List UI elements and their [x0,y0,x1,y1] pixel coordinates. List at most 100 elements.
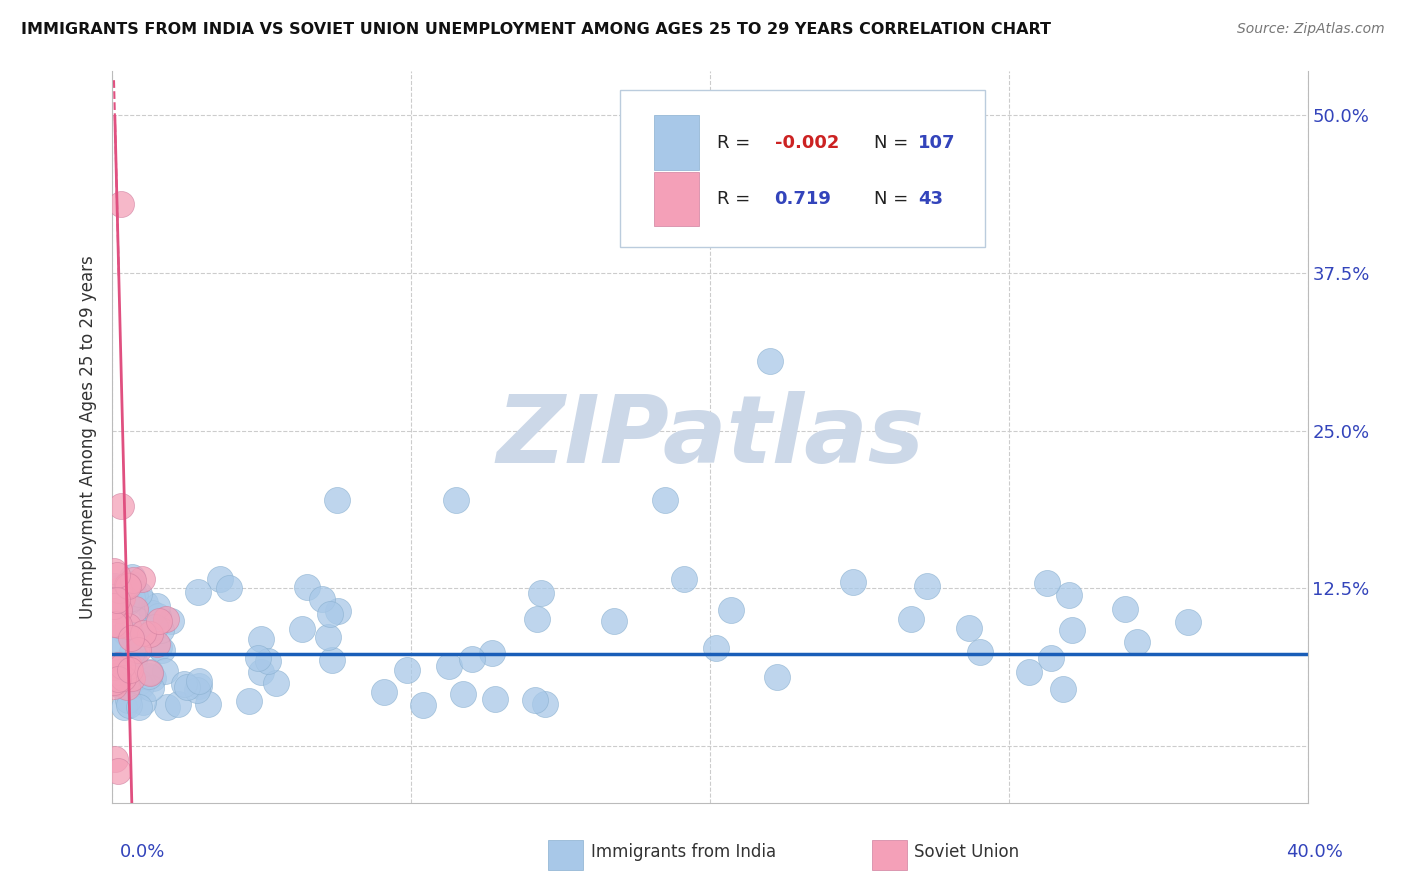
Point [295,580,318,594]
FancyBboxPatch shape [620,90,986,247]
Point [103,669,125,683]
Point [1177,615,1199,629]
Point [1125,634,1147,648]
Text: 0.719: 0.719 [775,190,831,208]
Point [654,493,676,508]
Point [141,606,163,620]
Point [108,603,131,617]
Point [127,642,149,657]
Point [138,669,160,683]
Point [121,671,143,685]
Y-axis label: Unemployment Among Ages 25 to 29 years: Unemployment Among Ages 25 to 29 years [79,255,97,619]
Point [325,493,347,508]
Point [114,625,136,640]
Point [451,687,474,701]
Point [125,628,148,642]
Point [720,602,742,616]
Point [311,591,333,606]
Point [125,613,148,627]
Point [104,578,127,592]
Point [105,567,128,582]
Point [118,683,141,698]
Point [704,641,727,656]
Point [110,196,132,211]
Point [148,640,170,654]
Point [103,675,125,690]
FancyBboxPatch shape [654,115,699,170]
Text: Immigrants from India: Immigrants from India [591,843,776,861]
Text: 40.0%: 40.0% [1286,843,1343,861]
Point [461,652,484,666]
Point [117,693,139,707]
Point [142,671,165,685]
Point [132,695,155,709]
Point [107,581,129,595]
Text: IMMIGRANTS FROM INDIA VS SOVIET UNION UNEMPLOYMENT AMONG AGES 25 TO 29 YEARS COR: IMMIGRANTS FROM INDIA VS SOVIET UNION UN… [21,22,1052,37]
Point [1052,681,1074,696]
Point [412,698,434,712]
Point [103,565,125,579]
Point [146,609,169,624]
Point [108,582,131,597]
Text: N =: N = [873,190,914,208]
Point [124,589,146,603]
Point [481,646,503,660]
Point [603,615,626,629]
Point [246,651,269,665]
Point [188,673,211,688]
Text: ZIPatlas: ZIPatlas [496,391,924,483]
Point [1040,650,1063,665]
Point [103,680,125,694]
Point [139,666,162,681]
Point [1114,601,1136,615]
Point [1036,575,1059,590]
Point [523,693,546,707]
Point [117,619,139,633]
Point [250,665,273,679]
Point [900,612,922,626]
Point [128,586,150,600]
Point [112,700,135,714]
Point [534,697,557,711]
Point [118,594,141,608]
Point [917,579,939,593]
Point [110,500,132,514]
Point [156,700,179,714]
Point [129,679,152,693]
Point [128,675,150,690]
Point [110,591,132,606]
Point [122,588,145,602]
Point [437,659,460,673]
Point [139,665,162,680]
Point [373,685,395,699]
Point [107,673,129,687]
Point [108,657,131,672]
Point [143,620,166,634]
Point [526,612,548,626]
Point [319,607,342,621]
Text: 0.0%: 0.0% [120,843,165,861]
Point [148,614,170,628]
Text: R =: R = [717,134,756,152]
Point [112,672,135,686]
Text: N =: N = [873,134,914,152]
Point [107,764,129,779]
Point [107,665,129,679]
Point [149,623,172,637]
Point [117,578,139,592]
Point [115,680,138,694]
Point [197,697,219,711]
Point [160,614,183,628]
Point [187,585,209,599]
Point [139,681,162,696]
Point [150,642,173,657]
Point [257,654,280,668]
Point [146,638,169,652]
Point [117,578,139,592]
Point [103,617,125,632]
Text: -0.002: -0.002 [775,134,839,152]
Point [120,663,142,677]
Point [103,676,125,690]
Point [176,680,198,694]
Point [110,598,132,612]
